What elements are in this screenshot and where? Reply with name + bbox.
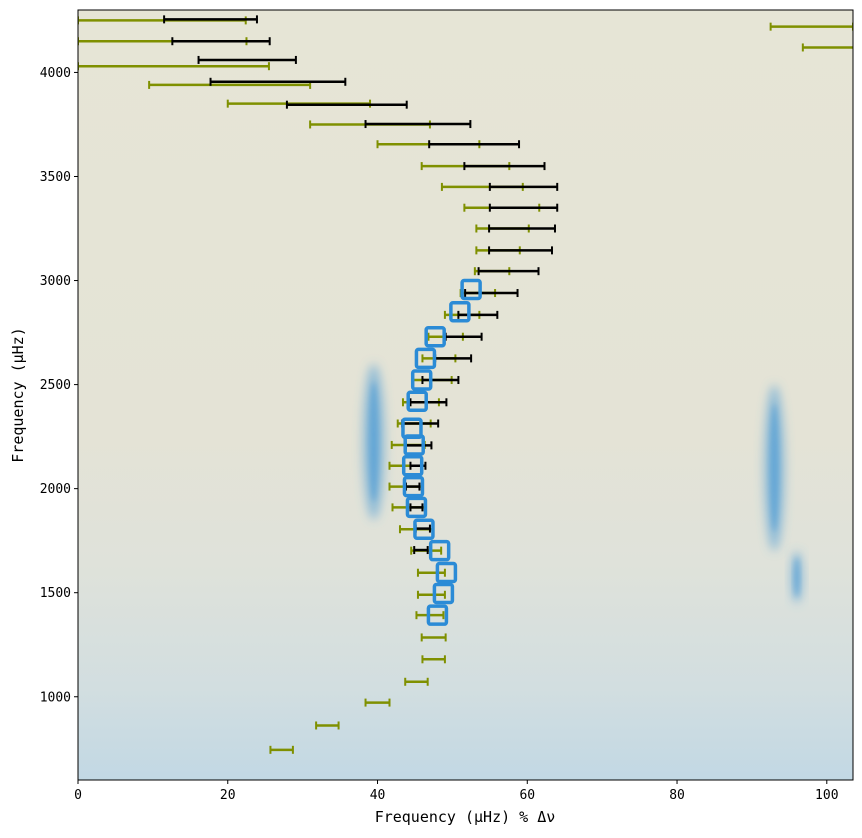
- black-errorbar-20: [428, 140, 521, 149]
- power-ridge-core-2: [769, 403, 780, 532]
- olive-errorbar-4: [404, 677, 429, 686]
- mode-box-1: [426, 604, 449, 626]
- mode-box-13: [414, 347, 437, 370]
- olive-errorbar-2: [315, 721, 340, 730]
- black-errorbar-19: [463, 162, 546, 171]
- mode-box-3: [435, 561, 458, 584]
- black-errorbar-22: [285, 100, 408, 109]
- olive-errorbar-36: [769, 22, 853, 31]
- black-errorbar-1: [413, 546, 429, 555]
- mode-box-14: [424, 325, 446, 348]
- x-tick-label: 0: [74, 788, 82, 803]
- mode-box-6: [405, 496, 428, 519]
- black-errorbar-26: [163, 15, 258, 24]
- power-spectrum-layer: [362, 363, 803, 604]
- y-tick-label: 3000: [40, 274, 71, 289]
- x-tick-label: 40: [370, 788, 386, 803]
- mode-box-series: [401, 278, 482, 626]
- black-errorbar-17: [488, 203, 559, 212]
- y-tick-label: 1500: [40, 586, 71, 601]
- olive-errorbar-5: [421, 655, 446, 664]
- black-errorbar-12: [457, 310, 499, 319]
- mode-box-4: [428, 539, 451, 562]
- black-errorbar-16: [488, 224, 556, 233]
- x-tick-label: 60: [519, 788, 535, 803]
- y-tick-label: 1000: [40, 690, 71, 705]
- mode-box-7: [402, 475, 425, 498]
- mode-box-15: [449, 301, 471, 323]
- olive-errorbar-8: [416, 590, 446, 599]
- mode-box-5: [413, 518, 435, 540]
- olive-errorbar-37: [801, 43, 853, 52]
- black-errorbar-18: [488, 182, 559, 191]
- y-tick-label: 2500: [40, 378, 71, 393]
- mode-box-16: [460, 278, 482, 301]
- black-errorbar-14: [477, 267, 540, 276]
- x-tick-label: 80: [669, 788, 685, 803]
- black-errorbar-15: [488, 246, 553, 255]
- olive-errorbar-3: [364, 698, 391, 707]
- y-axis-label: Frequency (μHz): [9, 327, 27, 462]
- olive-errorbar-9: [416, 568, 446, 577]
- black-errorbar-series: [163, 15, 559, 555]
- black-errorbar-24: [197, 55, 297, 64]
- black-errorbar-23: [209, 77, 347, 86]
- x-tick-label: 20: [220, 788, 236, 803]
- black-errorbar-9: [421, 376, 460, 385]
- black-errorbar-3: [409, 503, 424, 512]
- plot-background: [78, 10, 853, 780]
- olive-errorbar-6: [420, 633, 447, 642]
- power-ridge-core-1: [368, 381, 379, 502]
- olive-errorbar-1: [269, 745, 294, 754]
- y-tick-label: 3500: [40, 170, 71, 185]
- mode-box-8: [401, 455, 424, 477]
- black-errorbar-21: [364, 120, 472, 129]
- olive-errorbar-33: [78, 62, 270, 71]
- mode-box-11: [406, 390, 428, 412]
- x-axis: 0 20 40 60 80 100: [74, 780, 839, 803]
- black-errorbar-13: [464, 289, 519, 298]
- y-tick-label: 4000: [40, 66, 71, 81]
- y-tick-label: 2000: [40, 482, 71, 497]
- plot-area: [77, 9, 854, 781]
- mode-box-10: [401, 417, 423, 440]
- power-ridge-core-3: [794, 557, 800, 598]
- plot-frame: [77, 9, 854, 781]
- mode-box-2: [432, 582, 455, 605]
- x-tick-label: 100: [815, 788, 838, 803]
- black-errorbar-8: [409, 398, 448, 407]
- y-axis: 1000 1500 2000 2500 3000 3500 4000: [40, 66, 78, 705]
- x-axis-label: Frequency (μHz) % Δν: [375, 808, 556, 826]
- black-errorbar-25: [171, 37, 271, 46]
- mode-box-12: [410, 369, 433, 391]
